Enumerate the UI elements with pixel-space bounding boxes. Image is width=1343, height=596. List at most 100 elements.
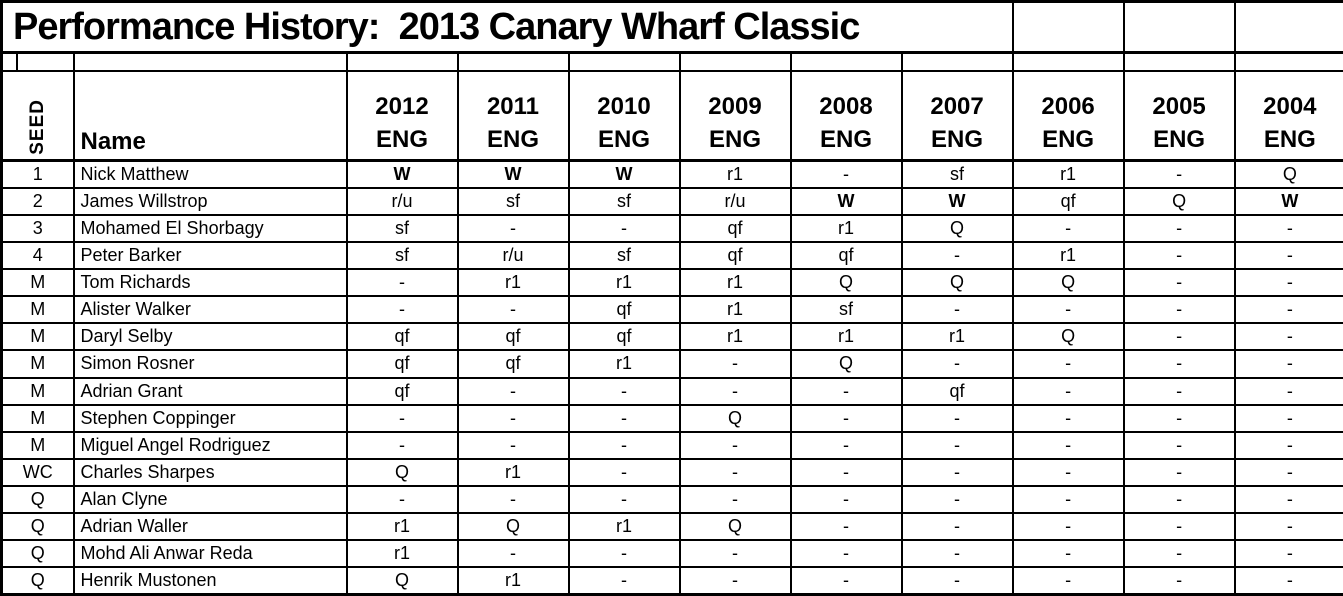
- result-cell[interactable]: -: [456, 295, 570, 325]
- seed-cell[interactable]: 4: [0, 241, 75, 271]
- result-cell[interactable]: r1: [456, 268, 570, 298]
- result-cell[interactable]: Q: [456, 511, 570, 541]
- result-cell[interactable]: -: [456, 430, 570, 460]
- result-cell[interactable]: r1: [789, 214, 903, 244]
- result-cell[interactable]: r/u: [678, 187, 792, 217]
- result-cell[interactable]: -: [789, 430, 903, 460]
- result-cell[interactable]: -: [1122, 322, 1236, 352]
- year-column-header[interactable]: 2009 ENG: [678, 70, 792, 163]
- year-column-header[interactable]: 2005 ENG: [1122, 70, 1236, 163]
- result-cell[interactable]: Q: [900, 268, 1014, 298]
- result-cell[interactable]: -: [900, 295, 1014, 325]
- result-cell[interactable]: -: [1122, 241, 1236, 271]
- result-cell[interactable]: -: [567, 376, 681, 406]
- spacer-cell[interactable]: [567, 51, 681, 73]
- result-cell[interactable]: r1: [900, 322, 1014, 352]
- player-name-cell[interactable]: James Willstrop: [72, 187, 348, 217]
- result-cell[interactable]: -: [456, 376, 570, 406]
- player-name-cell[interactable]: Mohamed El Shorbagy: [72, 214, 348, 244]
- year-column-header[interactable]: 2004 ENG: [1233, 70, 1343, 163]
- title-row-empty-cell[interactable]: [1233, 0, 1343, 55]
- result-cell[interactable]: -: [456, 214, 570, 244]
- title-row-empty-cell[interactable]: [1122, 0, 1236, 55]
- result-cell[interactable]: W: [567, 159, 681, 190]
- result-cell[interactable]: sf: [345, 241, 459, 271]
- player-name-cell[interactable]: Charles Sharpes: [72, 457, 348, 487]
- result-cell[interactable]: Q: [1011, 322, 1125, 352]
- result-cell[interactable]: -: [1122, 376, 1236, 406]
- player-name-cell[interactable]: Simon Rosner: [72, 349, 348, 379]
- result-cell[interactable]: r/u: [456, 241, 570, 271]
- result-cell[interactable]: -: [678, 349, 792, 379]
- result-cell[interactable]: -: [1233, 430, 1343, 460]
- seed-cell[interactable]: M: [0, 295, 75, 325]
- player-name-cell[interactable]: Miguel Angel Rodriguez: [72, 430, 348, 460]
- result-cell[interactable]: -: [678, 484, 792, 514]
- result-cell[interactable]: -: [1122, 214, 1236, 244]
- result-cell[interactable]: -: [789, 565, 903, 596]
- result-cell[interactable]: -: [1233, 538, 1343, 568]
- result-cell[interactable]: -: [1233, 349, 1343, 379]
- result-cell[interactable]: W: [456, 159, 570, 190]
- result-cell[interactable]: -: [1233, 457, 1343, 487]
- result-cell[interactable]: Q: [900, 214, 1014, 244]
- result-cell[interactable]: -: [345, 430, 459, 460]
- result-cell[interactable]: sf: [456, 187, 570, 217]
- result-cell[interactable]: -: [567, 214, 681, 244]
- result-cell[interactable]: r1: [345, 538, 459, 568]
- result-cell[interactable]: -: [1122, 403, 1236, 433]
- result-cell[interactable]: -: [1122, 295, 1236, 325]
- seed-cell[interactable]: M: [0, 376, 75, 406]
- seed-cell[interactable]: Q: [0, 484, 75, 514]
- result-cell[interactable]: r1: [567, 349, 681, 379]
- result-cell[interactable]: -: [900, 538, 1014, 568]
- result-cell[interactable]: -: [1011, 538, 1125, 568]
- result-cell[interactable]: -: [789, 538, 903, 568]
- result-cell[interactable]: -: [900, 403, 1014, 433]
- result-cell[interactable]: -: [900, 457, 1014, 487]
- result-cell[interactable]: -: [678, 430, 792, 460]
- result-cell[interactable]: sf: [567, 187, 681, 217]
- result-cell[interactable]: -: [567, 457, 681, 487]
- result-cell[interactable]: qf: [1011, 187, 1125, 217]
- result-cell[interactable]: r1: [1011, 159, 1125, 190]
- result-cell[interactable]: -: [1011, 565, 1125, 596]
- result-cell[interactable]: -: [1233, 322, 1343, 352]
- result-cell[interactable]: -: [1233, 241, 1343, 271]
- result-cell[interactable]: -: [1122, 159, 1236, 190]
- result-cell[interactable]: -: [1233, 214, 1343, 244]
- title-row-empty-cell[interactable]: [1011, 0, 1125, 55]
- result-cell[interactable]: r1: [678, 268, 792, 298]
- result-cell[interactable]: sf: [900, 159, 1014, 190]
- result-cell[interactable]: qf: [678, 214, 792, 244]
- result-cell[interactable]: Q: [1233, 159, 1343, 190]
- result-cell[interactable]: -: [1233, 565, 1343, 596]
- result-cell[interactable]: qf: [678, 241, 792, 271]
- spacer-cell[interactable]: [456, 51, 570, 73]
- result-cell[interactable]: -: [1011, 484, 1125, 514]
- player-name-cell[interactable]: Stephen Coppinger: [72, 403, 348, 433]
- result-cell[interactable]: -: [678, 457, 792, 487]
- result-cell[interactable]: -: [900, 430, 1014, 460]
- result-cell[interactable]: -: [1011, 430, 1125, 460]
- result-cell[interactable]: sf: [345, 214, 459, 244]
- result-cell[interactable]: -: [1233, 295, 1343, 325]
- player-name-cell[interactable]: Tom Richards: [72, 268, 348, 298]
- result-cell[interactable]: -: [1122, 565, 1236, 596]
- result-cell[interactable]: Q: [345, 565, 459, 596]
- result-cell[interactable]: Q: [789, 349, 903, 379]
- player-name-cell[interactable]: Mohd Ali Anwar Reda: [72, 538, 348, 568]
- result-cell[interactable]: W: [900, 187, 1014, 217]
- spacer-cell[interactable]: [1011, 51, 1125, 73]
- seed-column-header[interactable]: SEED: [0, 70, 75, 163]
- player-name-cell[interactable]: Daryl Selby: [72, 322, 348, 352]
- result-cell[interactable]: r1: [567, 511, 681, 541]
- result-cell[interactable]: qf: [567, 322, 681, 352]
- result-cell[interactable]: -: [1233, 484, 1343, 514]
- player-name-cell[interactable]: Alan Clyne: [72, 484, 348, 514]
- result-cell[interactable]: -: [567, 403, 681, 433]
- player-name-cell[interactable]: Adrian Waller: [72, 511, 348, 541]
- result-cell[interactable]: Q: [345, 457, 459, 487]
- result-cell[interactable]: qf: [345, 322, 459, 352]
- name-column-header[interactable]: Name: [72, 70, 348, 163]
